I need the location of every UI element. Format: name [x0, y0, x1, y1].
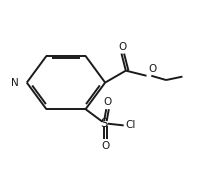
Text: O: O — [148, 64, 157, 74]
Text: S: S — [100, 117, 108, 130]
Text: O: O — [101, 141, 110, 151]
Text: Cl: Cl — [126, 120, 136, 130]
Text: O: O — [103, 97, 112, 107]
Text: N: N — [11, 78, 19, 88]
Text: O: O — [119, 41, 127, 52]
